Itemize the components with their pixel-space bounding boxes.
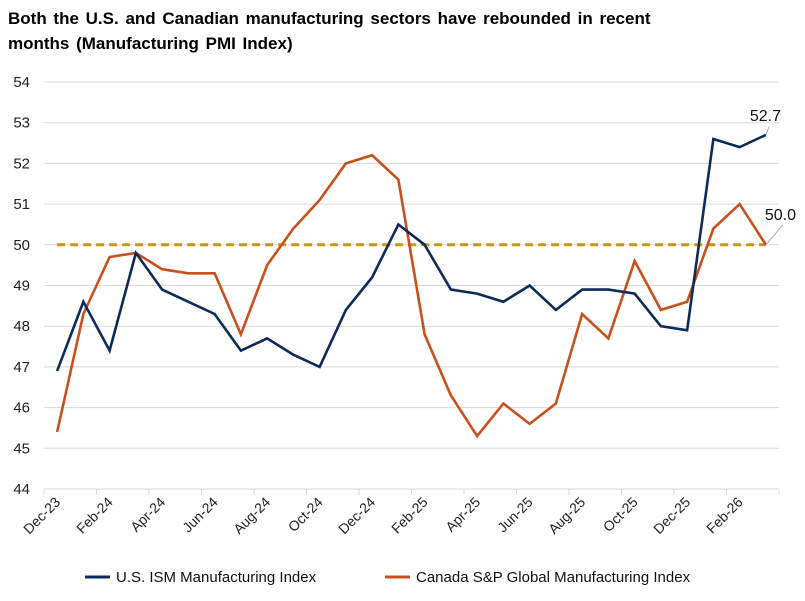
data-label-canada: 50.0 [765,207,796,224]
y-tick-label: 49 [13,278,30,295]
y-tick-label: 54 [13,74,30,91]
x-tick-label: Oct-24 [285,494,326,535]
series-line [55,133,767,372]
y-tick-label: 44 [13,481,30,498]
legend-label-canada: Canada S&P Global Manufacturing Index [416,569,691,586]
x-tick-label: Oct-25 [600,494,641,535]
x-tick-label: Apr-25 [442,494,483,535]
y-tick-label: 45 [13,440,30,457]
x-tick-label: Dec-25 [650,494,693,537]
y-tick-label: 51 [13,196,30,213]
x-tick-label: Aug-24 [230,494,273,537]
chart-title: Both the U.S. and Canadian manufacturing… [8,9,651,53]
x-tick-label: Apr-24 [127,494,168,535]
x-tick-label: Feb-25 [388,494,431,537]
y-tick-label: 53 [13,115,30,132]
data-label-leader [765,224,784,246]
x-tick-label: Feb-26 [703,494,746,537]
y-tick-label: 50 [13,237,30,254]
x-tick-label: Aug-25 [545,494,588,537]
x-tick-label: Jun-25 [494,494,536,536]
y-tick-label: 46 [13,400,30,417]
x-tick-label: Dec-24 [335,494,378,537]
data-label-leader [765,126,770,136]
y-tick-label: 47 [13,359,30,376]
y-tick-label: 48 [13,318,30,335]
x-tick-label: Feb-24 [73,494,116,537]
data-label-us: 52.7 [750,108,781,125]
y-tick-label: 52 [13,155,30,172]
series-line [55,153,767,439]
x-tick-label: Jun-24 [179,494,221,536]
x-tick-label: Dec-23 [20,494,63,537]
legend-label-us: U.S. ISM Manufacturing Index [116,569,317,586]
